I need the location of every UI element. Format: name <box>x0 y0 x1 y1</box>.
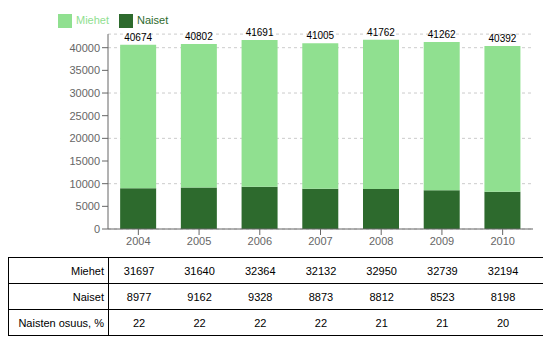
html-text:8812: 8812 <box>369 290 394 303</box>
html-text:9162: 9162 <box>187 290 212 303</box>
html-text:8873: 8873 <box>308 290 334 303</box>
html-text:32364: 32364 <box>245 264 276 277</box>
html-text:8198: 8198 <box>490 290 516 303</box>
html-text:32739: 32739 <box>427 264 458 277</box>
svg-text:0: 0 <box>94 223 100 235</box>
svg-text:35000: 35000 <box>69 64 100 76</box>
html-text:Naiset: Naiset <box>72 290 104 303</box>
html-text:Naiset: Naiset <box>137 14 169 26</box>
svg-text:41005: 41005 <box>306 30 334 41</box>
svg-text:2008: 2008 <box>369 235 393 247</box>
html-text:22: 22 <box>314 316 328 329</box>
svg-text:2007: 2007 <box>308 235 332 247</box>
html-text:32132: 32132 <box>305 264 337 277</box>
html-text:8523: 8523 <box>430 290 455 303</box>
html-text:20: 20 <box>496 316 510 329</box>
svg-text:2006: 2006 <box>248 235 272 247</box>
svg-text:41762: 41762 <box>367 27 395 38</box>
svg-text:40000: 40000 <box>69 42 100 54</box>
html-text:9328: 9328 <box>248 290 273 303</box>
svg-text:20000: 20000 <box>69 132 100 144</box>
html-text:22: 22 <box>254 316 267 329</box>
svg-text:40392: 40392 <box>489 33 517 44</box>
html-text:22: 22 <box>133 316 146 329</box>
svg-text:40674: 40674 <box>124 32 152 43</box>
svg-text:5000: 5000 <box>76 200 100 212</box>
html-text:Miehet: Miehet <box>76 14 109 26</box>
html-text:32194: 32194 <box>487 264 519 277</box>
html-text:31640: 31640 <box>184 264 215 277</box>
html-text:8977: 8977 <box>126 290 152 303</box>
html-text:Naisten osuus, %: Naisten osuus, % <box>18 316 104 329</box>
svg-text:15000: 15000 <box>69 155 100 167</box>
svg-text:2009: 2009 <box>430 235 454 247</box>
svg-text:2005: 2005 <box>187 235 211 247</box>
html-text:Miehet: Miehet <box>71 264 104 277</box>
html-text:31697: 31697 <box>123 264 155 277</box>
svg-text:30000: 30000 <box>69 87 100 99</box>
svg-text:2004: 2004 <box>126 235 150 247</box>
svg-text:41691: 41691 <box>246 27 274 38</box>
svg-text:10000: 10000 <box>69 178 100 190</box>
svg-text:41262: 41262 <box>428 29 456 40</box>
svg-text:2010: 2010 <box>490 235 514 247</box>
html-text:22: 22 <box>193 316 206 329</box>
html-text:32950: 32950 <box>366 264 397 277</box>
svg-text:40802: 40802 <box>185 31 213 42</box>
html-text:21: 21 <box>436 316 449 329</box>
html-text:21: 21 <box>375 316 388 329</box>
svg-text:25000: 25000 <box>69 110 100 122</box>
